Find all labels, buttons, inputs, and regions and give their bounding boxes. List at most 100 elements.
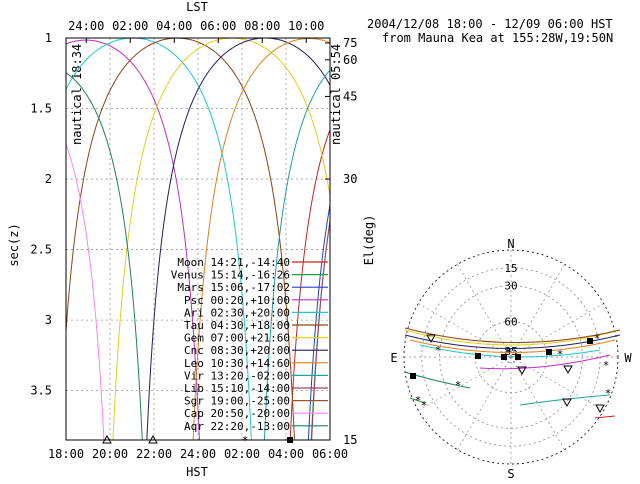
x-tick-label: 04:00 (268, 447, 304, 461)
series-line-vir (263, 69, 330, 440)
sky-path-venus (409, 397, 426, 404)
sky-marker-square (546, 349, 552, 355)
north-label: N (507, 237, 514, 251)
y-tick-label: 3 (45, 313, 52, 327)
x2-tick-label: 02:00 (112, 19, 148, 33)
legend-label-leo: Leo 10:30,+14:60 (184, 357, 290, 370)
y2-tick-label: 75 (343, 36, 357, 50)
azimuth-line (510, 264, 565, 358)
marker-triangle (148, 434, 158, 444)
legend-label-aqr: Aqr 22:20,-13:00 (184, 420, 290, 433)
twilight-right-label: nautical 05:54 (329, 44, 343, 145)
legend-label-cap: Cap 20:50,-20:00 (184, 407, 290, 420)
airmass-chart: LST HST sec(z) El(deg) nautical 18:34 na… (7, 0, 376, 479)
sky-marker-square (501, 354, 507, 360)
y2-tick-label: 30 (343, 172, 357, 186)
ring-label: 15 (504, 262, 517, 275)
legend-label-tau: Tau 04:30,+18:00 (184, 319, 290, 332)
sky-marker-square (410, 373, 416, 379)
sky-marker-triangle (517, 366, 527, 376)
x-tick-label: 18:00 (48, 447, 84, 461)
twilight-left-label: nautical 18:34 (70, 44, 84, 145)
x-axis-label: HST (186, 465, 208, 479)
sky-marker-star: * (421, 399, 428, 412)
sky-marker-star: * (435, 344, 442, 357)
y2-tick-label: 60 (343, 53, 357, 67)
series-line-cnc (146, 38, 330, 440)
legend-label-psc: Psc 00:20,+10:00 (184, 294, 290, 307)
sky-path-moon (594, 415, 616, 419)
sky-marker-star: * (455, 379, 462, 392)
series-line-cap (66, 143, 105, 440)
date-range-text: 2004/12/08 18:00 - 12/09 06:00 HST (367, 17, 613, 31)
y2-tick-label: 15 (343, 433, 357, 447)
marker-star: * (242, 434, 249, 447)
sky-marker-triangle (562, 398, 572, 408)
sky-marker-star: * (557, 348, 564, 361)
legend-label-gem: Gem 07:00,+21:60 (184, 332, 290, 345)
x-tick-label: 02:00 (224, 447, 260, 461)
legend-label-lib: Lib 15:10,-14:00 (184, 382, 290, 395)
y-tick-label: 1 (45, 31, 52, 45)
y-tick-label: 2.5 (30, 243, 52, 257)
azimuth-line (418, 356, 512, 411)
x2-tick-label: 10:00 (288, 19, 324, 33)
marker-triangle (102, 434, 112, 444)
x-tick-label: 22:00 (136, 447, 172, 461)
series-line-psc (66, 39, 200, 440)
y-tick-label: 2 (45, 172, 52, 186)
sky-path-leo (409, 339, 616, 353)
legend-label-mars: Mars 15:06,-17:02 (177, 281, 290, 294)
legend-label-vir: Vir 13:20,-02:00 (184, 369, 290, 382)
x-tick-label: 24:00 (180, 447, 216, 461)
x2-tick-label: 04:00 (156, 19, 192, 33)
sky-path-ari (419, 344, 601, 358)
azimuth-line (457, 264, 512, 358)
y2-axis-label: El(deg) (362, 215, 376, 266)
y-tick-label: 3.5 (30, 384, 52, 398)
legend-label-moon: Moon 14:21,-14:40 (177, 256, 290, 269)
legend-label-venus: Venus 15:14,-16:26 (171, 269, 290, 282)
legend-label-sgr: Sgr 19:00,-25:00 (184, 395, 290, 408)
azimuth-line (457, 356, 512, 450)
y-tick-label: 1.5 (30, 102, 52, 116)
sky-marker-square (475, 353, 481, 359)
sky-marker-square (587, 338, 593, 344)
x2-tick-label: 08:00 (244, 19, 280, 33)
x2-tick-label: 06:00 (200, 19, 236, 33)
sky-path-gem (404, 329, 621, 346)
x2-tick-label: 24:00 (68, 19, 104, 33)
legend-label-cnc: Cnc 08:30,+20:00 (184, 344, 290, 357)
sky-marker-star: * (506, 346, 513, 359)
sky-path-psc (479, 354, 611, 370)
sky-path-aqr (404, 371, 471, 389)
sky-marker-star: * (594, 332, 601, 345)
x2-axis-label: LST (186, 0, 208, 14)
azimuth-line (510, 356, 565, 450)
x-tick-label: 20:00 (92, 447, 128, 461)
sky-path-cnc (404, 334, 621, 349)
sky-path-tau (404, 327, 621, 344)
marker-square (287, 437, 293, 443)
sky-marker-star: * (415, 394, 422, 407)
location-text: from Mauna Kea at 155:28W,19:50N (382, 31, 613, 45)
series-line-mars (307, 205, 330, 440)
sky-marker-triangle (563, 365, 573, 375)
y-axis-label: sec(z) (7, 223, 21, 266)
series-line-aqr (66, 72, 143, 440)
x-tick-label: 06:00 (312, 447, 348, 461)
series-line-gem (112, 38, 330, 440)
sky-marker-star: * (605, 387, 612, 400)
sky-marker-triangle (426, 334, 436, 344)
east-label: E (390, 351, 397, 365)
west-label: W (624, 351, 632, 365)
sky-marker-star: * (603, 359, 610, 372)
sky-marker-square (515, 354, 521, 360)
series-line-moon (289, 129, 330, 440)
sky-marker-triangle (595, 404, 605, 414)
legend-label-ari: Ari 02:30,+20:00 (184, 306, 290, 319)
azimuth-line (418, 303, 512, 358)
series-line-lib (311, 221, 330, 440)
